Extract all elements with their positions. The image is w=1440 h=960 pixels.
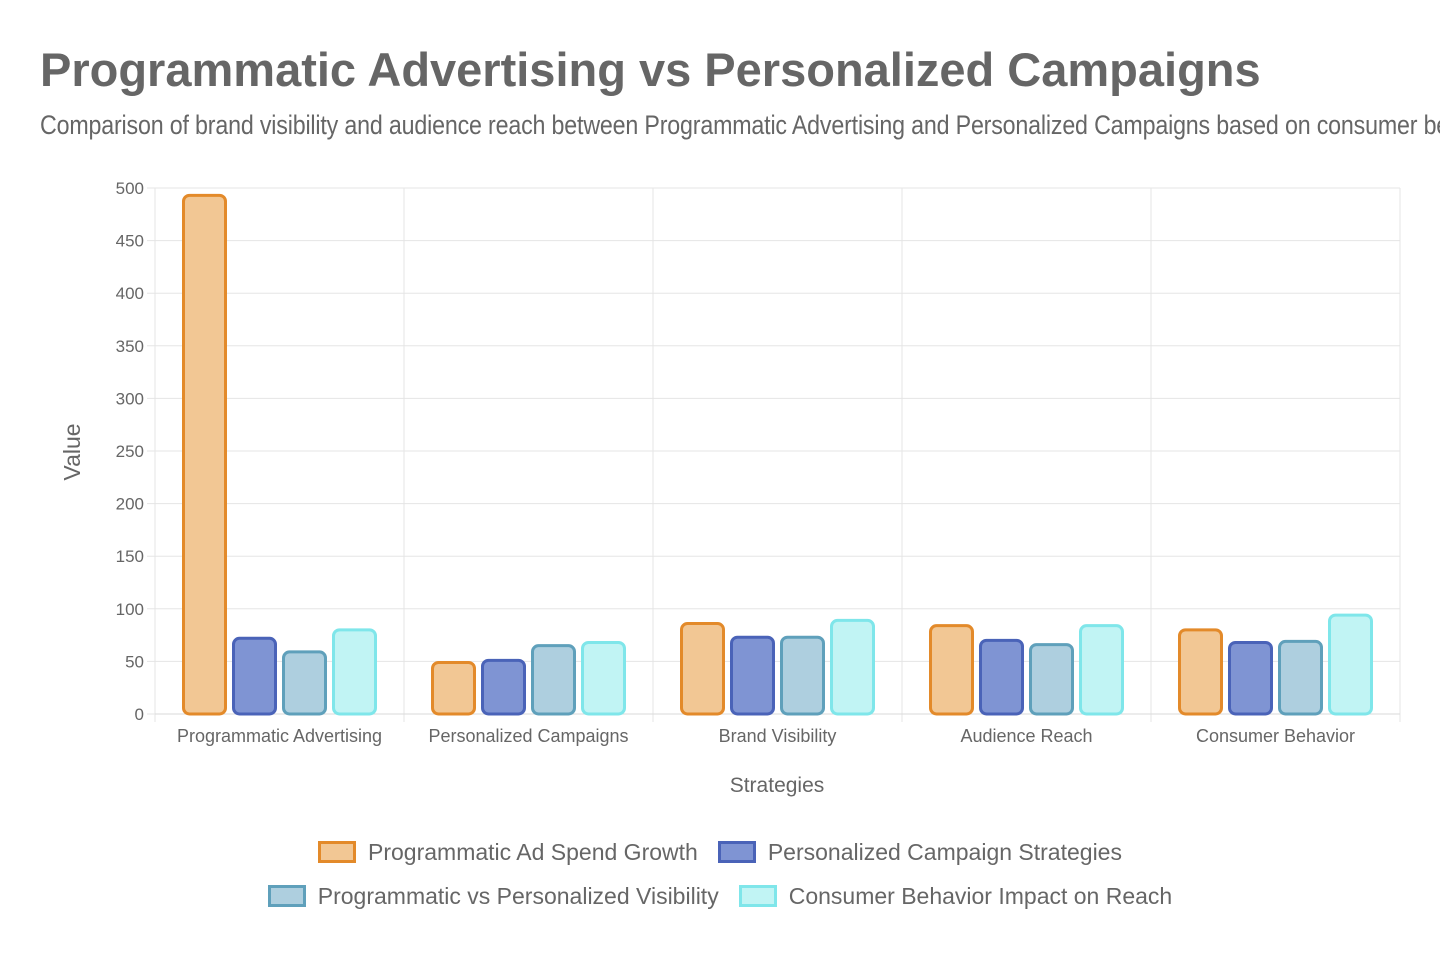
x-tick-label: Audience Reach [960, 726, 1092, 746]
y-tick-label: 500 [116, 179, 144, 198]
x-axis: Programmatic Advertising Personalized Cam… [155, 713, 1400, 746]
y-tick-label: 50 [125, 652, 144, 671]
bar [332, 628, 377, 716]
y-axis-label: Value [59, 423, 85, 480]
legend-item[interactable]: Consumer Behavior Impact on Reach [738, 882, 1173, 910]
legend-swatch [318, 841, 356, 863]
legend-item[interactable]: Personalized Campaign Strategies [717, 838, 1122, 866]
bar [232, 636, 277, 716]
bar [680, 622, 725, 716]
bar [282, 650, 327, 716]
bar [431, 660, 476, 716]
bar [1178, 628, 1223, 716]
bar [581, 640, 626, 716]
y-tick-label: 0 [135, 705, 144, 724]
bar [1328, 613, 1373, 716]
bar [1278, 639, 1323, 716]
chart-subtitle: Comparison of brand visibility and audie… [40, 110, 1440, 140]
y-tick-label: 200 [116, 495, 144, 514]
bar [780, 635, 825, 716]
legend-swatch [738, 885, 777, 907]
y-tick-label: 450 [116, 232, 144, 251]
legend-item[interactable]: Programmatic Ad Spend Growth [318, 839, 698, 866]
y-tick-label: 250 [116, 442, 144, 461]
bar [182, 193, 227, 716]
y-tick-label: 100 [116, 600, 144, 619]
legend-label: Programmatic Ad Spend Growth [368, 838, 698, 865]
x-tick-label: Consumer Behavior [1196, 726, 1355, 746]
legend-label: Programmatic vs Personalized Visibility [317, 882, 719, 909]
legend-swatch [717, 841, 756, 863]
bar [830, 618, 875, 716]
y-tick-label: 350 [116, 337, 144, 356]
x-tick-label: Brand Visibility [719, 726, 837, 746]
bar [1228, 640, 1273, 716]
y-axis: 0 50 100 150 200 250 300 350 400 450 500 [116, 179, 144, 724]
y-tick-label: 400 [116, 284, 144, 303]
x-axis-label: Strategies [730, 774, 825, 797]
bar [1079, 624, 1124, 716]
bar [929, 624, 974, 716]
legend-row-1: Programmatic Ad Spend Growth Personalize… [0, 830, 1440, 874]
bar [1029, 643, 1074, 716]
y-tick-label: 300 [116, 389, 144, 408]
gridlines [147, 187, 1401, 722]
legend-row-2: Programmatic vs Personalized Visibility … [0, 874, 1440, 918]
bars [182, 193, 1373, 716]
x-tick-label: Personalized Campaigns [428, 726, 628, 746]
legend-label: Consumer Behavior Impact on Reach [788, 882, 1173, 909]
bar [531, 644, 576, 716]
legend-swatch [267, 885, 306, 907]
y-tick-label: 150 [116, 547, 144, 566]
bar [979, 638, 1024, 716]
bar [730, 635, 775, 716]
chart-title: Programmatic Advertising vs Personalized… [40, 43, 1261, 96]
legend-label: Personalized Campaign Strategies [767, 838, 1122, 865]
bar [481, 658, 526, 716]
legend: Programmatic Ad Spend Growth Personalize… [0, 830, 1440, 918]
legend-item[interactable]: Programmatic vs Personalized Visibility [267, 882, 719, 910]
x-tick-label: Programmatic Advertising [177, 726, 382, 746]
